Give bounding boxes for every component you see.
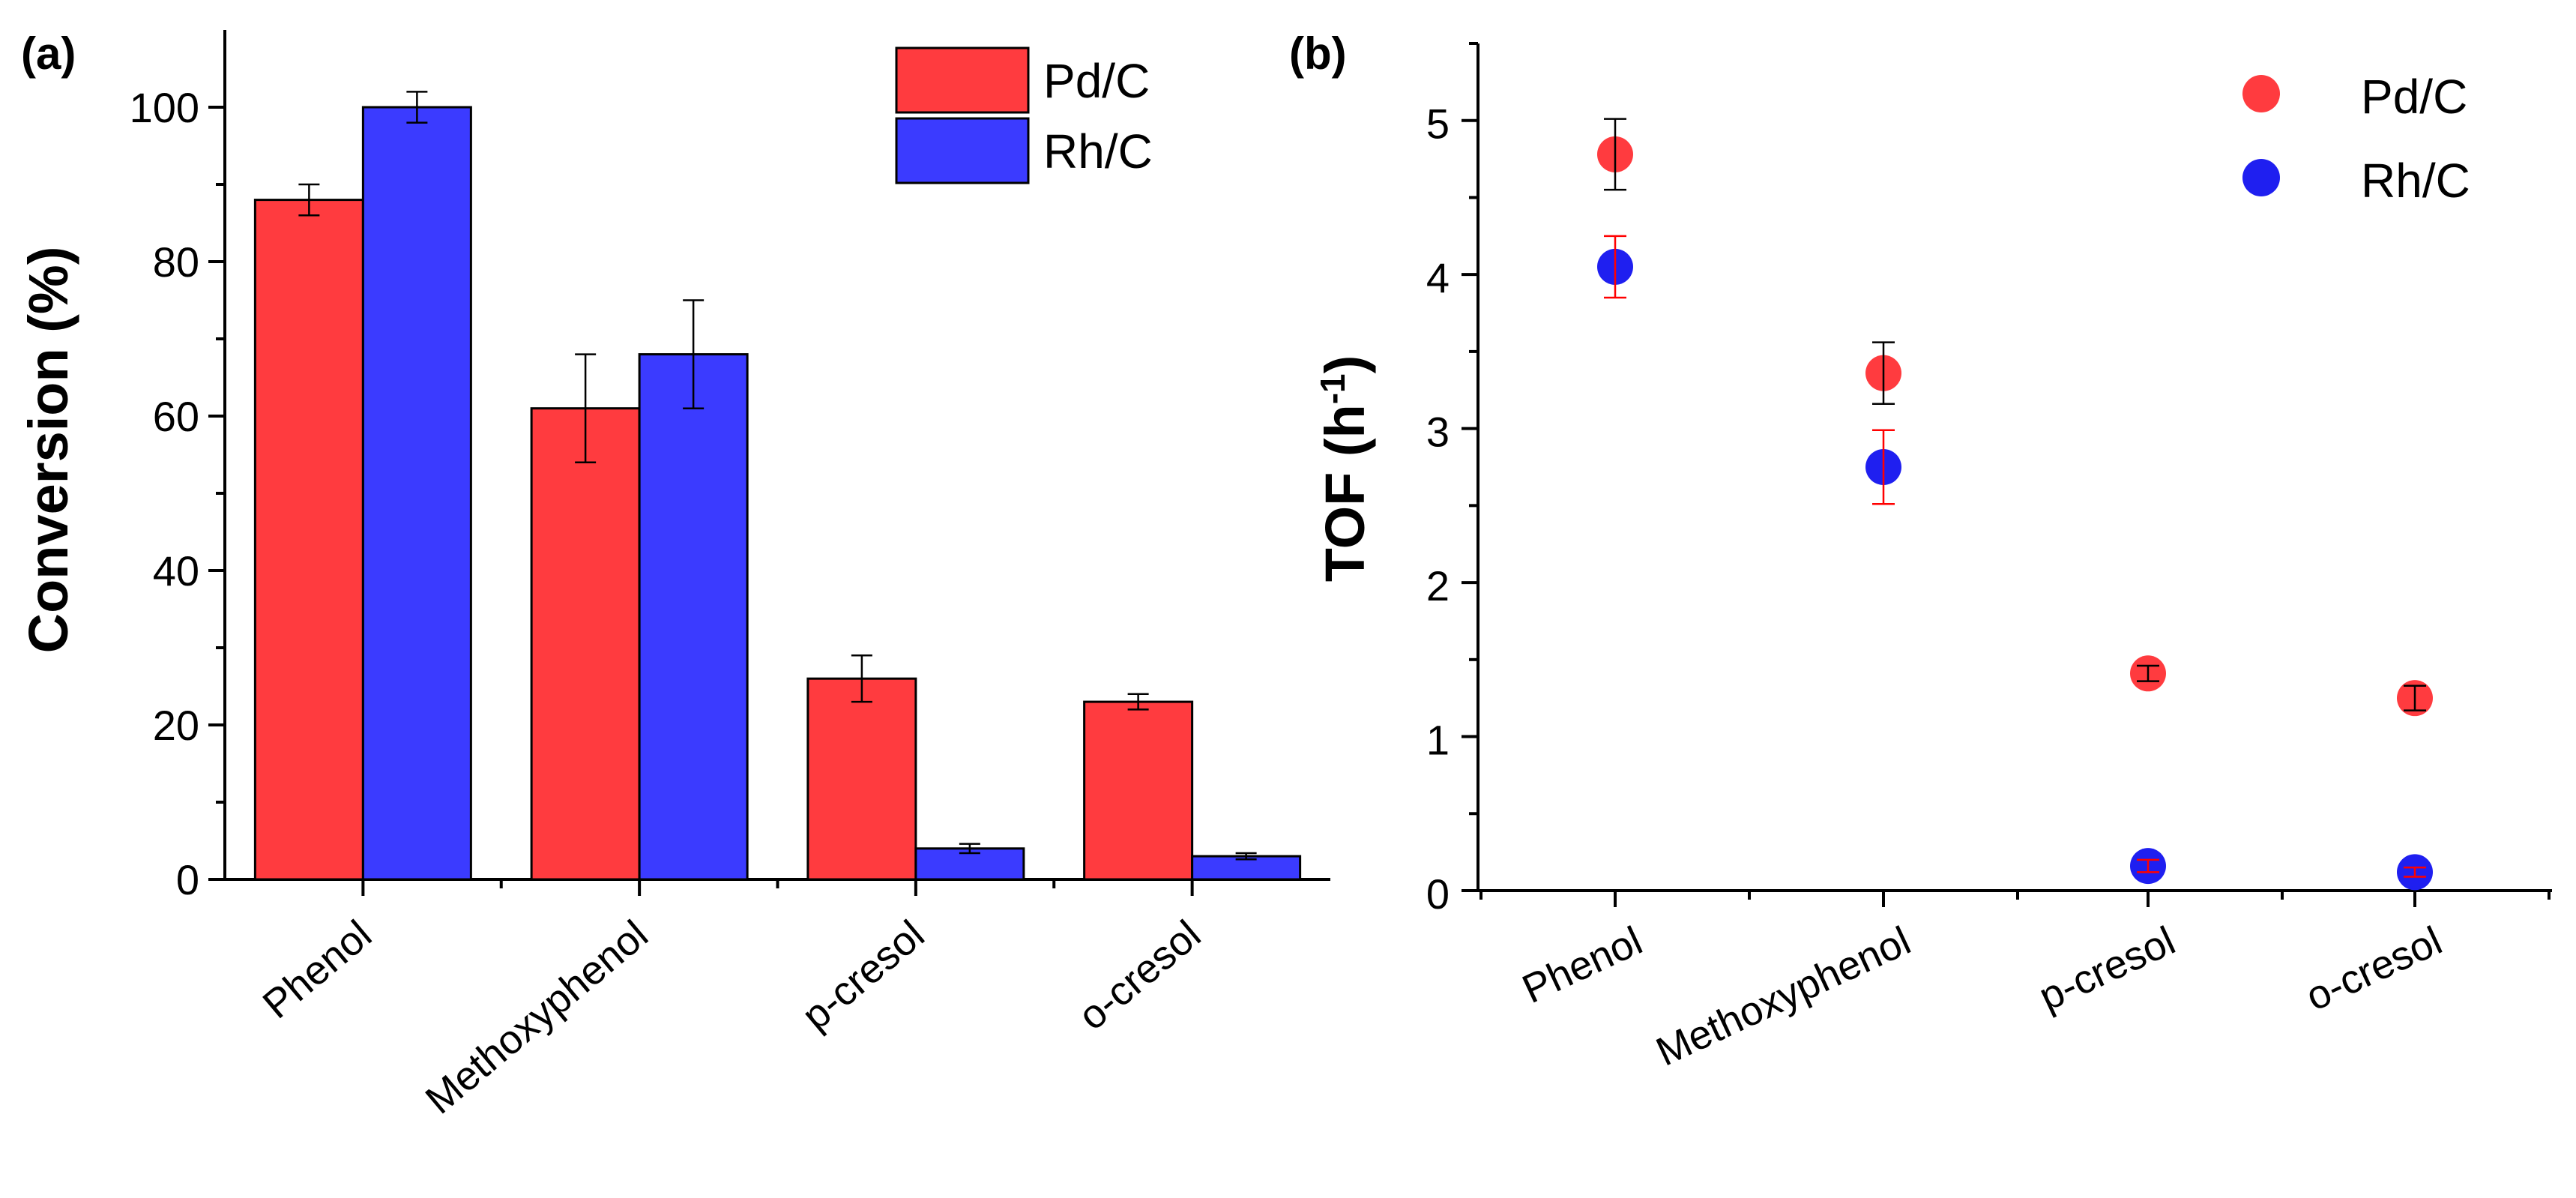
panel-a-y-tick-label: 0 xyxy=(176,856,199,903)
panel-a-bar-pdc xyxy=(806,677,917,881)
panel-b-y-axis-title-sup: -1 xyxy=(1313,373,1352,404)
panel-a-bar-rhc xyxy=(361,106,472,881)
panel-b-x-tick-label: Methoxyphenol xyxy=(1650,918,1917,1074)
panel-a-bars xyxy=(253,91,1302,881)
panel-b-legend-marker xyxy=(2242,159,2280,196)
panel-a-legend-swatch xyxy=(895,117,1030,184)
panel-b-legend: Pd/C Rh/C xyxy=(2242,70,2470,208)
panel-b-x-tick-label: Phenol xyxy=(1515,918,1649,1011)
panel-a-legend-swatch xyxy=(895,46,1030,114)
panel-a-y-tick-label: 40 xyxy=(153,547,199,595)
panel-a-y-axis-title: Conversion (%) xyxy=(17,247,79,654)
panel-a-label: (a) xyxy=(21,28,76,79)
panel-a-bar-pdc xyxy=(530,407,641,881)
panel-a-y-tick-label: 60 xyxy=(153,393,199,440)
panel-b-y-tick-label: 5 xyxy=(1426,100,1450,148)
panel-b-y-tick-label: 0 xyxy=(1426,870,1450,918)
panel-b-legend-label: Rh/C xyxy=(2361,154,2470,208)
panel-a-y-tick-label: 80 xyxy=(153,238,199,286)
panel-a-bar-pdc xyxy=(253,199,364,881)
panel-a-x-tick-label: Methoxyphenol xyxy=(417,912,657,1122)
panel-b-y-axis-title-main: TOF (h xyxy=(1314,404,1376,582)
panel-b-scatter-chart: (b) TOF (h-1) 0 1 2 3 4 5 Phenol Methoxyphenol p… xyxy=(1289,28,2552,1075)
panel-b-legend-label: Pd/C xyxy=(2361,70,2467,124)
panel-b-x-tick-label: o-cresol xyxy=(2299,918,2449,1020)
panel-b-y-tick-label: 2 xyxy=(1426,562,1450,609)
panel-a-bar-rhc xyxy=(638,353,749,881)
panel-b-x-tick-label: p-cresol xyxy=(2033,918,2182,1020)
panel-b-y-axis-title: TOF (h-1) xyxy=(1313,355,1376,583)
panel-a-legend-label: Pd/C xyxy=(1043,54,1150,108)
panel-a-y-tick-label: 100 xyxy=(130,84,199,131)
panel-b-y-axis-title-end: ) xyxy=(1314,355,1376,374)
panel-b-y-tick-label: 3 xyxy=(1426,409,1450,456)
panel-b-y-tick-label: 1 xyxy=(1426,717,1450,764)
panel-a-x-tick-label: o-cresol xyxy=(1070,912,1210,1038)
panel-a-bar-chart: (a) Conversion (%) 0 20 40 60 80 100 Phenol Met… xyxy=(17,28,1330,1123)
panel-b-label: (b) xyxy=(1289,28,1347,79)
panel-a-legend-label: Rh/C xyxy=(1043,124,1153,178)
panel-a-y-tick-label: 20 xyxy=(153,702,199,749)
panel-a-legend: Pd/C Rh/C xyxy=(895,46,1153,184)
panel-b-points xyxy=(1597,118,2433,891)
panel-b-legend-marker xyxy=(2242,75,2280,112)
panel-a-x-tick-label: Phenol xyxy=(255,912,380,1027)
panel-a-bar-pdc xyxy=(1083,700,1194,881)
panel-b-y-tick-label: 4 xyxy=(1426,254,1450,301)
panel-a-x-tick-label: p-cresol xyxy=(794,912,933,1038)
